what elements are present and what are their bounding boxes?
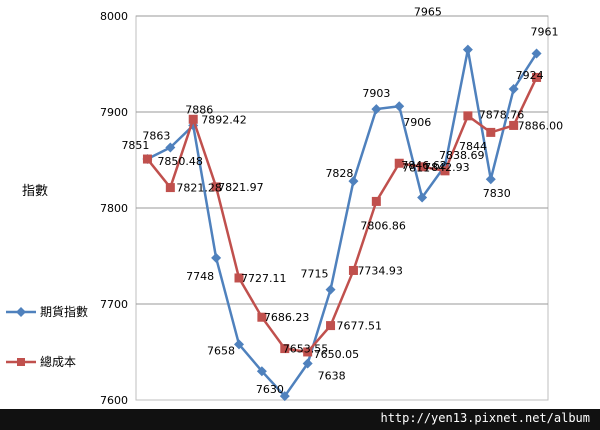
y-tick-label-7900: 7900 [100,106,128,119]
point-cost [303,347,313,357]
x-tick-label: 6/21 [227,407,252,409]
data-label-futures: 7830 [483,187,511,200]
data-label-extra: 7850.48 [157,155,203,168]
point-futures [234,339,244,350]
point-futures [325,284,336,295]
data-label-futures: 7886 [185,103,213,116]
y-tick-label-7600: 7600 [100,394,128,407]
data-label-futures: 7748 [186,270,214,283]
point-cost [348,265,358,275]
data-label-futures: 7906 [403,116,431,129]
data-label-futures: 7604 [285,408,313,409]
line-chart: 7600 7700 7800 7900 8000 6/17 6/19 6/21 6/23 6/25… [100,6,564,409]
data-label-cost: 7821.28 [176,182,222,195]
data-label-futures: 7638 [318,370,346,383]
point-cost [234,273,244,283]
point-cost [165,183,175,193]
data-label-cost: 7821.97 [218,181,264,194]
point-futures [531,48,542,59]
data-label-cost: 7846.62 [401,159,447,172]
x-tick-label: 6/17 [135,407,160,409]
data-label-futures: 7844 [459,140,487,153]
point-cost [463,111,473,121]
point-futures [348,176,359,187]
point-cost [211,182,221,192]
point-futures [417,192,428,203]
legend-label-futures: 期貨指數 [40,305,89,319]
series-line-0 [146,49,538,399]
y-tick-label-7700: 7700 [100,298,128,311]
legend-swatch-cost [6,356,36,368]
x-tick-label: 6/19 [181,407,206,409]
x-tick-label: 6/23 [272,407,297,409]
point-futures [302,358,313,369]
data-label-cost: 7686.23 [264,311,310,324]
data-label-futures: 7658 [207,344,235,357]
data-label-cost: 7838.69 [439,149,485,162]
watermark-url: http://yen13.pixnet.net/album [380,411,590,425]
data-label-cost: 7878.76 [479,108,525,121]
legend-label-cost: 總成本 [40,355,77,369]
data-label-futures: 7863 [142,130,170,143]
data-label-futures: 7965 [414,6,442,19]
x-tick-label: 6/25 [318,407,343,409]
legend-item-futures: 期貨指數 [6,303,88,320]
data-label-cost: 7892.42 [201,113,247,126]
data-label-futures: 7630 [256,383,284,396]
point-cost [394,158,404,168]
point-cost [509,120,519,130]
data-label-futures: 7715 [301,268,329,281]
point-futures [371,104,382,115]
point-cost [280,344,290,354]
data-label-cost: 7734.93 [357,264,403,277]
y-axis-label: 指數 [22,184,49,199]
data-label-futures: 7851 [121,139,149,152]
legend-item-cost: 總成本 [6,353,76,370]
x-tick-label: 6/27 [364,407,389,409]
data-label-cost: 7650.05 [314,348,360,361]
data-label-futures: 7924 [516,69,544,82]
point-futures [508,83,519,94]
point-futures [279,391,290,402]
data-label-cost: 7806.86 [360,219,406,232]
y-tick-label-7800: 7800 [100,202,128,215]
point-cost [188,114,198,124]
point-futures [165,142,176,153]
point-cost [417,162,427,172]
point-cost [142,154,152,164]
point-futures [462,44,473,55]
footer-bar: http://yen13.pixnet.net/album [0,409,600,430]
data-label-cost: 7727.11 [241,272,287,285]
data-label-futures: 7903 [362,87,390,100]
point-futures [256,366,267,377]
y-tick-label-8000: 8000 [100,10,128,23]
point-futures [211,252,222,263]
point-cost [326,321,336,331]
data-label-cost: 7677.51 [337,320,383,333]
point-futures [485,174,496,185]
data-label-futures: 7961 [531,25,559,38]
point-cost [486,127,496,137]
legend-swatch-futures [6,306,36,318]
data-label-cost: 7886.00 [518,119,564,132]
data-label-cost: 7842.93 [424,161,470,174]
point-cost [532,72,542,82]
data-label-cost: 7653.55 [283,343,329,356]
point-cost [440,166,450,176]
point-cost [371,196,381,206]
data-label-futures: 7828 [325,167,353,180]
data-label-futures: 7811 [402,161,430,174]
point-cost [257,312,267,322]
point-futures [394,101,405,112]
